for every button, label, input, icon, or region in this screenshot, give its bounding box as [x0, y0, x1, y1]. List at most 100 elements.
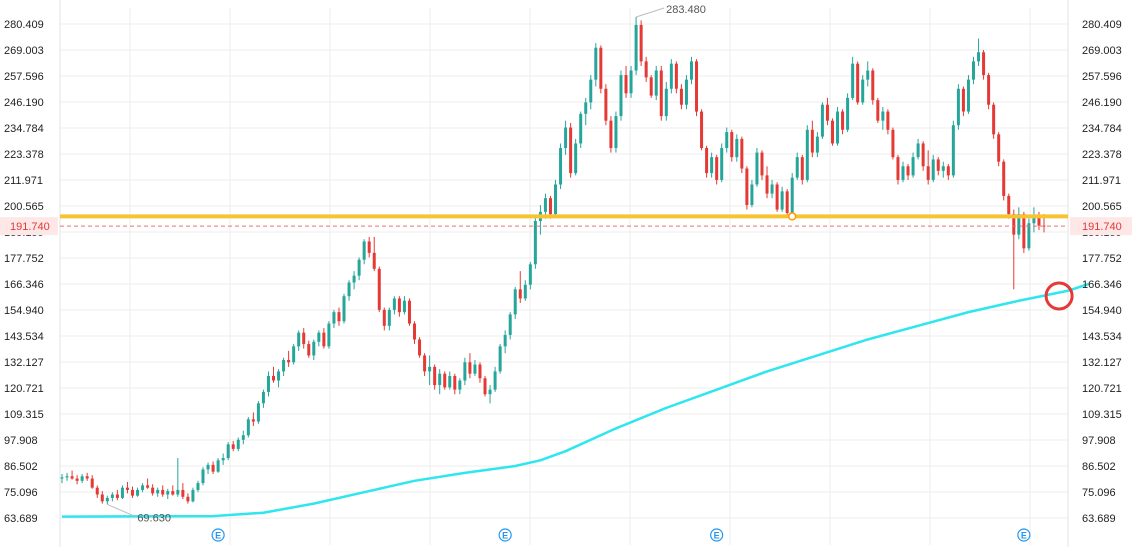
- y-tick-label-left: 154.940: [4, 305, 44, 317]
- candle-body: [679, 88, 683, 105]
- candle-body: [664, 88, 668, 117]
- candle-body: [715, 157, 719, 180]
- candle-body: [659, 70, 663, 117]
- y-tick-label-left: 86.502: [4, 461, 38, 473]
- candle-body: [347, 282, 351, 297]
- candle-body: [287, 360, 291, 363]
- candle-body: [413, 323, 417, 340]
- y-tick-label-right: 154.940: [1082, 305, 1122, 317]
- candle-body: [226, 444, 230, 459]
- candle-body: [982, 52, 986, 76]
- y-tick-label-right: 200.565: [1082, 201, 1122, 213]
- candle-body: [856, 63, 860, 103]
- candle-body: [1002, 161, 1006, 196]
- candle-body: [518, 289, 522, 299]
- y-tick-label-left: 234.784: [4, 123, 44, 135]
- moving-average-line: [61, 282, 1090, 518]
- event-marker-label: E: [502, 531, 508, 541]
- y-tick-label-left: 177.752: [4, 253, 44, 265]
- candle-body: [211, 464, 215, 472]
- candle-body: [478, 364, 482, 379]
- event-marker-label: E: [215, 531, 221, 541]
- candle-body: [513, 289, 517, 315]
- candle-body: [800, 157, 804, 180]
- y-tick-label-right: 211.971: [1082, 175, 1121, 187]
- candle-body: [861, 79, 865, 103]
- candle-body: [85, 476, 89, 479]
- support-touch-marker: [787, 212, 797, 221]
- overlay-layer: 283.480 69.630: [60, 4, 1074, 524]
- candle-body: [735, 138, 739, 158]
- candle-body: [70, 476, 74, 479]
- candle-body: [654, 70, 658, 96]
- candle-body: [997, 134, 1001, 162]
- candle-body: [896, 157, 900, 180]
- event-marker-circle: [1017, 528, 1031, 542]
- candle-body: [377, 268, 381, 310]
- candle-body: [423, 355, 427, 372]
- candle-body: [649, 77, 653, 96]
- candle-body: [614, 116, 618, 149]
- candle-body: [382, 309, 386, 326]
- candle-body: [473, 364, 477, 374]
- y-tick-label-right: 234.784: [1082, 123, 1122, 135]
- y-axis-right: 63.689 75.096 86.502 97.908 109.315 120.721 13…: [1070, 19, 1132, 525]
- candle-body: [387, 309, 391, 326]
- candle-body: [201, 469, 205, 484]
- candle-body: [493, 371, 497, 390]
- earnings-event-marker: E: [211, 528, 225, 542]
- y-tick-label-left: 97.908: [4, 435, 38, 447]
- y-tick-label-right: 86.502: [1082, 461, 1116, 473]
- candle-body: [689, 61, 693, 80]
- candle-body: [115, 494, 119, 498]
- candle-body: [866, 70, 870, 80]
- candle-body: [629, 70, 633, 94]
- candle-body: [277, 371, 281, 381]
- y-tick-label-right: 166.346: [1082, 279, 1122, 291]
- candle-body: [231, 444, 235, 449]
- candle-body: [760, 152, 764, 176]
- candle-body: [136, 489, 140, 496]
- candle-body: [1012, 214, 1016, 235]
- candle-body: [730, 132, 734, 158]
- candle-body: [433, 366, 437, 386]
- y-tick-label-right: 75.096: [1082, 487, 1116, 499]
- candle-body: [463, 362, 467, 381]
- event-marker-label: E: [1021, 531, 1027, 541]
- earnings-event-marker: E: [498, 528, 512, 542]
- y-tick-label-left: 200.565: [4, 201, 44, 213]
- candle-body: [362, 241, 366, 260]
- candle-body: [206, 464, 210, 470]
- y-tick-label-left: 246.190: [4, 97, 44, 109]
- candle-body: [755, 152, 759, 185]
- candle-body: [871, 70, 875, 101]
- candle-body: [825, 104, 829, 121]
- candle-body: [971, 61, 975, 80]
- candle-body: [498, 346, 502, 372]
- candle-body: [881, 111, 885, 121]
- candle-body: [60, 477, 64, 479]
- candle-body: [65, 476, 69, 478]
- candle-body: [906, 166, 910, 176]
- candle-body: [105, 497, 109, 502]
- candle-body: [785, 191, 789, 213]
- candle-body: [266, 375, 270, 392]
- candle-body: [901, 166, 905, 180]
- candle-body: [876, 100, 880, 121]
- earnings-event-marker: E: [710, 528, 724, 542]
- candle-body: [705, 148, 709, 174]
- candle-body: [921, 143, 925, 167]
- candle-body: [559, 148, 563, 185]
- candle-body: [196, 483, 200, 490]
- candle-body: [236, 439, 240, 449]
- candle-body: [886, 111, 890, 130]
- candle-body: [483, 378, 487, 395]
- candle-body: [1022, 214, 1026, 249]
- candle-body: [282, 360, 286, 372]
- y-tick-label-left: 132.127: [4, 357, 44, 369]
- current-price-label-left: 191.740: [10, 221, 50, 233]
- candle-body: [775, 184, 779, 210]
